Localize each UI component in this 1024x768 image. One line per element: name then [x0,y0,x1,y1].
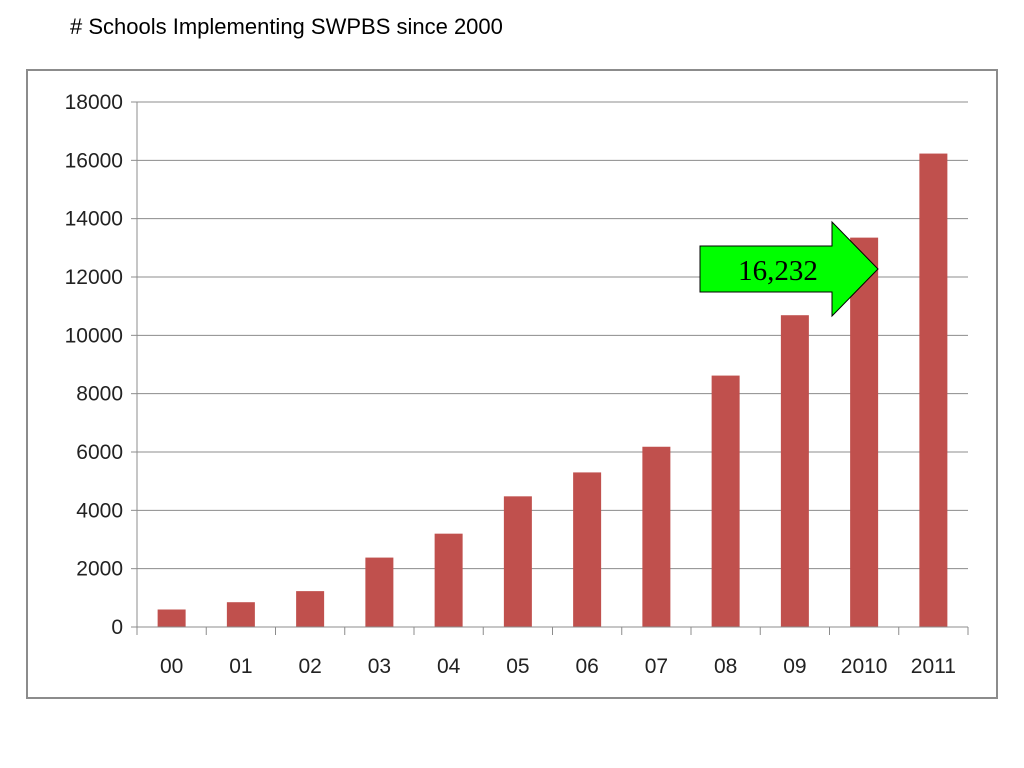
bar-00 [157,609,186,627]
x-tick-label: 2010 [841,655,888,678]
x-tick-label: 2011 [911,655,956,678]
callout: 16,232 [699,220,879,318]
x-tick-label: 07 [645,655,668,678]
bar-05 [503,496,532,627]
y-tick-label: 12000 [65,266,123,289]
y-tick-label: 6000 [76,441,123,464]
y-tick-label: 18000 [65,91,123,114]
x-tick-label: 04 [437,655,461,678]
x-axis-ticks: 00 01 02 03 04 05 06 07 08 09 2010 2011 [136,627,969,678]
bar-2011 [919,153,948,628]
y-tick-label: 10000 [65,324,123,347]
y-tick-label: 0 [111,616,123,639]
axes [136,102,968,628]
x-tick-label: 08 [714,655,737,678]
gridlines [137,101,968,570]
y-tick-label: 16000 [65,149,123,172]
y-tick-label: 4000 [76,499,123,522]
x-tick-label: 03 [368,655,391,678]
bar-08 [711,375,740,627]
x-tick-label: 09 [783,655,806,678]
bar-04 [434,533,463,627]
x-tick-label: 01 [229,655,252,678]
x-tick-label: 02 [298,655,321,678]
x-tick-label: 05 [506,655,529,678]
callout-text: 16,232 [738,255,818,287]
x-tick-label: 06 [575,655,598,678]
bar-03 [365,557,394,627]
bar-2010 [850,237,879,627]
bar-09 [780,315,809,627]
bar-06 [573,472,602,627]
slide-title: # Schools Implementing SWPBS since 2000 [70,14,503,39]
y-axis-ticks: 0 2000 4000 6000 8000 10000 12000 14000 16000 180… [65,91,137,639]
bar-01 [226,602,255,627]
callout-arrow [699,220,879,318]
y-tick-label: 8000 [76,383,123,406]
y-tick-label: 2000 [76,558,123,581]
y-tick-label: 14000 [65,208,123,231]
x-tick-label: 00 [160,655,183,678]
bars [157,153,948,628]
bar-07 [642,446,671,627]
bar-02 [296,591,325,627]
